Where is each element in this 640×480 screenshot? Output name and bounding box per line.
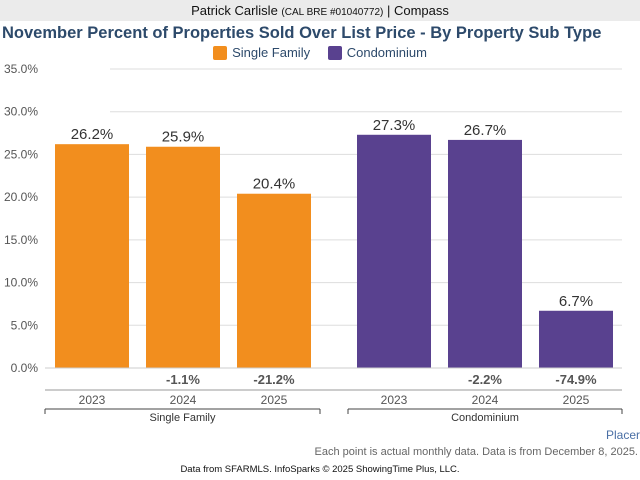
change-label: -21.2% (253, 372, 295, 387)
data-source: Data from SFARMLS. InfoSparks © 2025 Sho… (180, 464, 460, 475)
data-label: 6.7% (559, 293, 593, 310)
company: | Compass (386, 3, 449, 18)
y-tick-label: 10.0% (4, 276, 38, 290)
y-tick-label: 35.0% (4, 62, 38, 76)
legend-swatch (327, 45, 342, 60)
data-label: 20.4% (253, 176, 296, 193)
y-tick-label: 30.0% (4, 105, 38, 119)
bar (55, 144, 129, 368)
bar (146, 146, 220, 368)
data-note: Each point is actual monthly data. Data … (314, 446, 638, 458)
y-tick-label: 25.0% (4, 147, 38, 161)
legend-swatch (213, 45, 228, 60)
bar (448, 139, 522, 368)
data-label: 26.2% (71, 126, 114, 143)
agent-name: Patrick Carlisle (191, 3, 278, 18)
y-tick-label: 5.0% (11, 318, 39, 332)
x-tick-label: 2023 (381, 393, 408, 407)
x-tick-label: 2025 (563, 393, 590, 407)
x-tick-label: 2024 (170, 393, 197, 407)
data-label: 26.7% (464, 122, 507, 139)
change-label: -2.2% (468, 372, 502, 387)
bar (539, 310, 613, 368)
group-bracket (44, 408, 321, 414)
legend-label: Condominium (346, 45, 427, 60)
y-tick-label: 15.0% (4, 233, 38, 247)
bar (237, 193, 311, 368)
x-tick-label: 2025 (261, 393, 288, 407)
y-tick-label: 20.0% (4, 190, 38, 204)
legend: Single Family Condominium (0, 45, 640, 63)
change-label: -74.9% (555, 372, 597, 387)
bar-chart: 0.0% 5.0% 10.0% 15.0% 20.0% 25.0% 30.0% 35.0% 26… (4, 62, 623, 424)
license: (CAL BRE #01040772) (281, 7, 384, 18)
y-tick-label: 0.0% (11, 361, 39, 375)
data-label: 27.3% (373, 117, 416, 134)
agent-header: Patrick Carlisle (CAL BRE #01040772) | C… (0, 0, 640, 21)
group-bracket (347, 408, 623, 414)
group-label: Condominium (451, 412, 519, 424)
legend-single-family[interactable]: Single Family (213, 45, 310, 60)
x-tick-label: 2024 (472, 393, 499, 407)
bar (357, 134, 431, 368)
region-label[interactable]: Placer (605, 428, 640, 442)
x-tick-label: 2023 (79, 393, 106, 407)
chart-title: November Percent of Properties Sold Over… (2, 24, 602, 42)
data-label: 25.9% (162, 129, 205, 146)
legend-label: Single Family (232, 45, 311, 60)
change-label: -1.1% (166, 372, 200, 387)
group-label: Single Family (149, 412, 216, 424)
legend-condominium[interactable]: Condominium (327, 45, 427, 60)
